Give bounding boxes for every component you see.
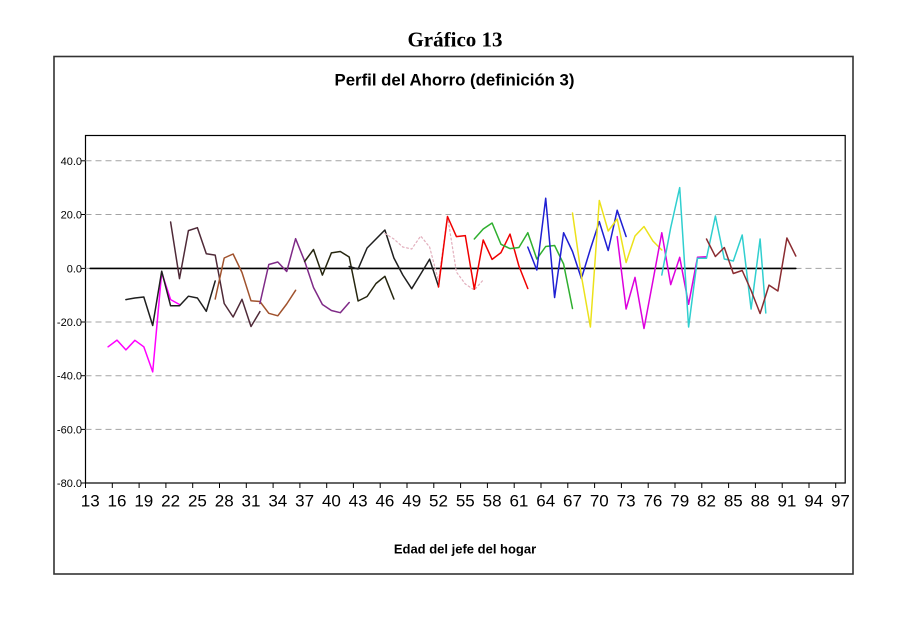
svg-text:-20.0: -20.0 bbox=[57, 317, 82, 329]
svg-text:49: 49 bbox=[402, 492, 421, 511]
svg-text:40: 40 bbox=[322, 492, 341, 511]
svg-text:28: 28 bbox=[215, 492, 234, 511]
svg-text:73: 73 bbox=[617, 492, 636, 511]
svg-text:55: 55 bbox=[456, 492, 475, 511]
svg-text:67: 67 bbox=[563, 492, 582, 511]
svg-text:85: 85 bbox=[724, 492, 743, 511]
svg-text:70: 70 bbox=[590, 492, 609, 511]
svg-text:40.0: 40.0 bbox=[61, 156, 82, 168]
svg-text:43: 43 bbox=[349, 492, 368, 511]
svg-text:22: 22 bbox=[161, 492, 180, 511]
svg-text:31: 31 bbox=[242, 492, 261, 511]
svg-text:13: 13 bbox=[81, 492, 100, 511]
svg-text:82: 82 bbox=[697, 492, 716, 511]
svg-text:34: 34 bbox=[268, 492, 287, 511]
svg-text:-60.0: -60.0 bbox=[57, 424, 82, 436]
svg-text:46: 46 bbox=[375, 492, 394, 511]
svg-text:97: 97 bbox=[831, 492, 850, 511]
svg-text:58: 58 bbox=[483, 492, 502, 511]
svg-text:Edad del jefe del hogar: Edad del jefe del hogar bbox=[394, 542, 536, 557]
svg-text:64: 64 bbox=[536, 492, 555, 511]
svg-text:52: 52 bbox=[429, 492, 448, 511]
svg-text:Perfil del Ahorro (definición: Perfil del Ahorro (definición 3) bbox=[335, 71, 575, 90]
svg-text:37: 37 bbox=[295, 492, 314, 511]
svg-text:16: 16 bbox=[108, 492, 127, 511]
svg-text:0.0: 0.0 bbox=[67, 263, 82, 275]
svg-text:Gráfico 13: Gráfico 13 bbox=[407, 28, 502, 52]
svg-text:79: 79 bbox=[670, 492, 689, 511]
svg-text:88: 88 bbox=[751, 492, 770, 511]
svg-text:19: 19 bbox=[134, 492, 153, 511]
svg-text:94: 94 bbox=[804, 492, 823, 511]
svg-text:61: 61 bbox=[509, 492, 528, 511]
svg-text:-80.0: -80.0 bbox=[57, 478, 82, 490]
svg-text:25: 25 bbox=[188, 492, 207, 511]
svg-text:20.0: 20.0 bbox=[61, 210, 82, 222]
svg-text:76: 76 bbox=[643, 492, 662, 511]
svg-text:-40.0: -40.0 bbox=[57, 371, 82, 383]
svg-text:91: 91 bbox=[777, 492, 796, 511]
